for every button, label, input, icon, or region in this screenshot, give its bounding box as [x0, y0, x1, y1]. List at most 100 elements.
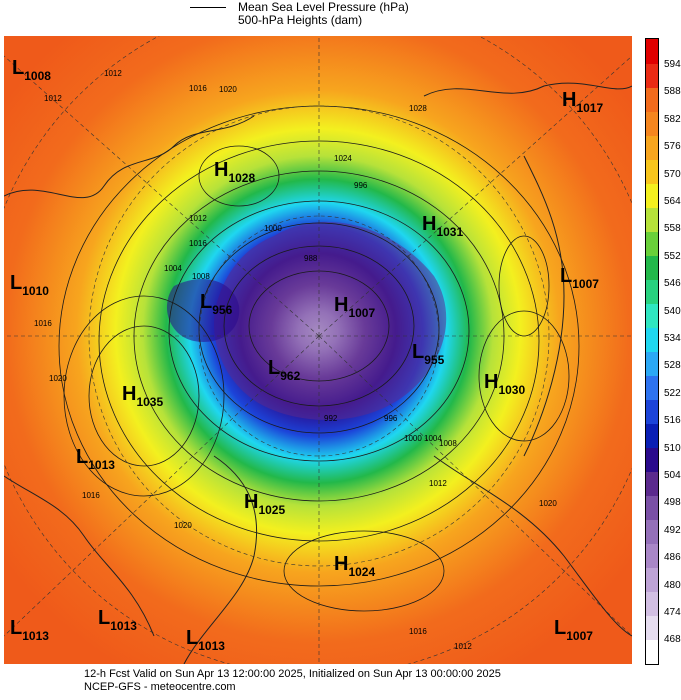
legend: Mean Sea Level Pressure (hPa) 500-hPa He…: [0, 0, 681, 36]
colorbar-tick-label: 516: [664, 415, 681, 427]
high-pressure-label: H1024: [334, 553, 375, 579]
colorbar-tick-label: 534: [664, 333, 681, 344]
mslp-legend-label: Mean Sea Level Pressure (hPa): [238, 0, 409, 14]
colorbar-segment: [646, 543, 658, 569]
isobar-label: 1024: [334, 154, 352, 163]
colorbar-segment: [646, 39, 658, 64]
colorbar-tick-label: 492: [664, 524, 681, 536]
colorbar-segment: [646, 183, 658, 208]
high-pressure-label: H1030: [484, 371, 525, 397]
colorbar-segment: [646, 135, 658, 160]
isobar-label: 996: [384, 414, 398, 423]
isobar-label: 1000: [404, 434, 422, 443]
high-pressure-label: H1035: [122, 383, 163, 409]
isobar-label: 1020: [219, 85, 237, 94]
colorbar-tick-label: 522: [664, 387, 681, 399]
colorbar-segment: [646, 279, 658, 304]
colorbar-tick-label: 474: [664, 607, 681, 618]
isobar-label: 1016: [34, 319, 52, 328]
contour-labels: 1012 1016 1020 1024 1028 1012 1016 1008 1000 996 1…: [34, 69, 557, 651]
isobar-label: 1012: [454, 642, 472, 651]
colorbar-tick-label: 546: [664, 278, 681, 290]
colorbar-segment: [646, 351, 658, 377]
low-pressure-label: L1007: [560, 265, 599, 291]
low-pressure-label: L1013: [76, 446, 115, 472]
colorbar-segment: [646, 255, 658, 280]
colorbar-tick-label: 504: [664, 470, 681, 481]
colorbar-segment: [646, 567, 658, 593]
colorbar-segment: [646, 63, 658, 88]
system-labels: L1008 H1028 H1017 H1031 L1010 L956 H1007 L1007 L…: [10, 57, 603, 653]
colorbar-segment: [646, 327, 658, 352]
colorbar-tick-label: 576: [664, 141, 681, 153]
isobar-label: 1000: [264, 224, 282, 233]
colorbar-segment: [646, 447, 658, 473]
coastlines: [4, 82, 632, 664]
colorbar-segment: [646, 375, 658, 401]
colorbar-segment: [646, 495, 658, 521]
colorbar-tick-label: 468: [664, 634, 681, 646]
colorbar-tick-label: 552: [664, 250, 681, 262]
low-pressure-label: L956: [200, 291, 233, 317]
colorbar-segment: [646, 399, 658, 425]
source-text: NCEP-GFS - meteocentre.com: [84, 681, 236, 693]
colorbar-segment: [646, 303, 658, 328]
high-pressure-label: H1031: [422, 213, 463, 239]
low-pressure-label: L1007: [554, 617, 593, 643]
low-pressure-label: L1008: [12, 57, 51, 83]
isobar-label: 1020: [174, 521, 192, 530]
colorbar-segment: [646, 639, 658, 665]
isobar-label: 1008: [192, 272, 210, 281]
colorbar-segment: [646, 231, 658, 256]
colorbar-tick-label: 594: [664, 59, 681, 70]
vortex-lobe-west: [166, 278, 240, 342]
isobar-label: 1016: [189, 239, 207, 248]
isobar-label: 992: [324, 414, 338, 423]
isobar-label: 1012: [104, 69, 122, 78]
legend-mslp: Mean Sea Level Pressure (hPa): [190, 0, 409, 14]
forecast-valid-text: 12-h Fcst Valid on Sun Apr 13 12:00:00 2…: [84, 668, 501, 680]
colorbar-tick-label: 570: [664, 168, 681, 180]
isobar-label: 1028: [409, 104, 427, 113]
low-pressure-label: L955: [412, 341, 445, 367]
colorbar-segment: [646, 423, 658, 449]
colorbar-segment: [646, 471, 658, 497]
high-pressure-label: H1028: [214, 159, 255, 185]
low-pressure-label: L1010: [10, 272, 49, 298]
heights-legend-label: 500-hPa Heights (dam): [238, 13, 363, 27]
low-pressure-label: L1013: [98, 607, 137, 633]
isobar-label: 1012: [44, 94, 62, 103]
colorbar-segment: [646, 591, 658, 617]
colorbar-tick-label: 582: [664, 113, 681, 125]
isobar-label: 1020: [49, 374, 67, 383]
isobar-label: 988: [304, 254, 318, 263]
polar-stereographic-map: 1012 1016 1020 1024 1028 1012 1016 1008 1000 996 1…: [4, 36, 632, 664]
colorbar-segment: [646, 615, 658, 641]
isobar-label: 1020: [539, 499, 557, 508]
colorbar-tick-label: 564: [664, 196, 681, 207]
colorbar: [645, 38, 659, 665]
low-pressure-label: L1013: [10, 617, 49, 643]
colorbar-tick-label: 540: [664, 305, 681, 317]
low-pressure-label: L1013: [186, 627, 225, 653]
colorbar-tick-label: 510: [664, 442, 681, 454]
colorbar-tick-label: 486: [664, 552, 681, 564]
low-pressure-label: L962: [268, 357, 301, 383]
colorbar-tick-label: 528: [664, 360, 681, 372]
isobar-label: 1016: [189, 84, 207, 93]
mslp-line-swatch: [190, 7, 226, 9]
colorbar-segment: [646, 159, 658, 184]
high-pressure-label: H1017: [562, 89, 603, 115]
legend-heights: 500-hPa Heights (dam): [190, 13, 362, 27]
isobar-label: 1008: [439, 439, 457, 448]
high-pressure-label: H1025: [244, 491, 285, 517]
isobar-label: 1012: [429, 479, 447, 488]
colorbar-tick-label: 558: [664, 223, 681, 235]
colorbar-tick-label: 498: [664, 497, 681, 509]
colorbar-segment: [646, 87, 658, 112]
isobar-label: 1004: [164, 264, 182, 273]
isobar-label: 996: [354, 181, 368, 190]
colorbar-segment: [646, 207, 658, 232]
isobar-label: 1016: [82, 491, 100, 500]
high-pressure-label: H1007: [334, 294, 375, 320]
